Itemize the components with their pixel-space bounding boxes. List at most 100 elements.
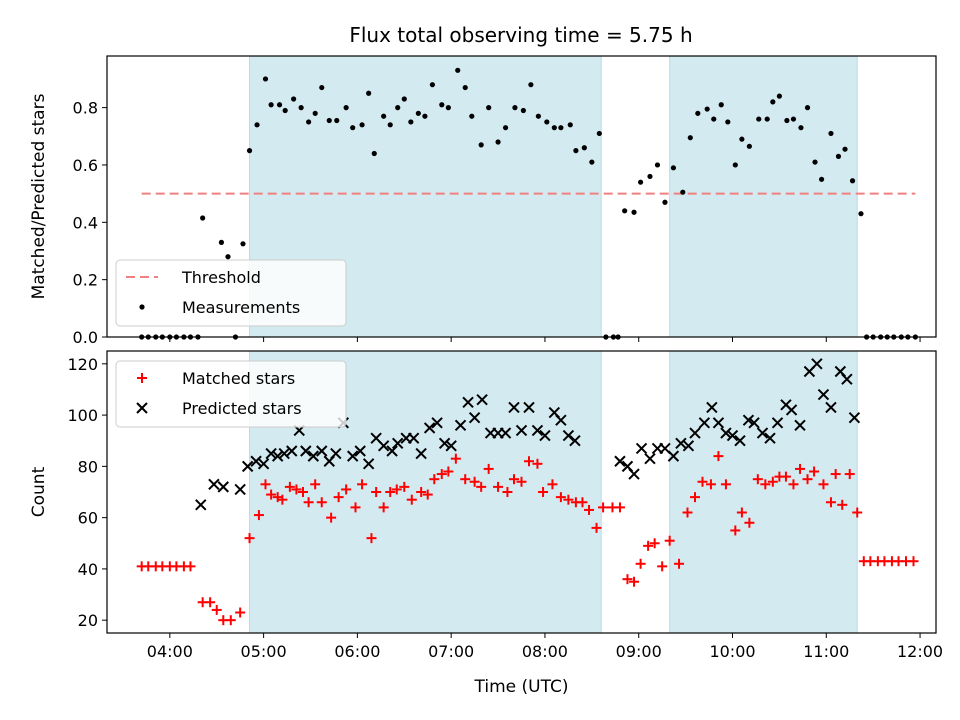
matched-star-point — [341, 484, 352, 495]
matched-star-point — [443, 466, 454, 477]
predicted-star-point — [771, 417, 784, 429]
y-tick-label: 0.2 — [73, 271, 98, 290]
y-tick-label: 0.0 — [73, 328, 98, 347]
measurement-point — [711, 116, 717, 122]
predicted-star-b — [569, 435, 581, 447]
matched-star-point — [584, 504, 595, 515]
measurement-point — [828, 130, 834, 137]
predicted-star-point — [250, 455, 262, 467]
matched-star-point — [635, 558, 646, 569]
predicted-star-point — [508, 401, 520, 414]
matched-star-point — [303, 497, 314, 508]
measurement-point — [240, 241, 246, 247]
matched-star-point — [563, 494, 574, 505]
legend-label: Threshold — [181, 268, 261, 287]
predicted-star-b — [370, 432, 382, 444]
matched-star-point — [705, 479, 716, 490]
predicted-star-b — [265, 447, 277, 460]
measurement-point — [291, 96, 297, 102]
measurement-point — [687, 135, 693, 141]
x-tick-label: 11:00 — [803, 642, 849, 661]
measurement-point — [401, 96, 407, 102]
matched-star-point — [788, 479, 799, 490]
predicted-star-point — [346, 450, 359, 462]
matched-star-point — [297, 487, 308, 497]
matched-star-point — [493, 481, 504, 492]
matched-star-point — [460, 474, 471, 485]
matched-star-point — [844, 469, 855, 480]
measurement-point — [528, 82, 534, 88]
matched-star-point — [614, 502, 625, 513]
y-axis-label: Count — [29, 466, 49, 517]
measurement-point — [455, 67, 461, 73]
matched-star-point — [284, 481, 295, 492]
legend-box — [115, 360, 347, 428]
measurement-point — [835, 153, 842, 159]
measurement-point — [695, 110, 701, 116]
predicted-star-b — [659, 442, 671, 455]
predicted-star-point — [468, 411, 481, 424]
matched-star-point — [532, 458, 543, 469]
measurement-point — [756, 116, 762, 122]
predicted-star-b — [195, 499, 207, 511]
matched-star-point — [422, 489, 433, 500]
matched-star-point — [205, 597, 216, 608]
predicted-star-b — [748, 417, 760, 429]
legend: Threshold Measurements — [115, 259, 347, 327]
x-tick-label: 05:00 — [241, 642, 287, 661]
predicted-star-b — [523, 401, 535, 414]
y-tick-label: 40 — [78, 560, 98, 579]
x-tick-label: 10:00 — [709, 642, 755, 661]
predicted-star-b — [698, 417, 711, 429]
predicted-star-b — [539, 429, 551, 442]
predicted-star-point — [742, 414, 755, 426]
predicted-star-point — [300, 445, 312, 457]
matched-star-point — [720, 479, 731, 490]
measurement-point — [784, 117, 790, 124]
predicted-star-b — [841, 373, 853, 385]
measurement-point — [535, 113, 541, 119]
matched-star-point — [689, 492, 700, 503]
measurement-point — [631, 209, 637, 215]
predicted-star-point — [748, 417, 760, 429]
predicted-star-b — [817, 388, 830, 401]
predicted-star-point — [286, 445, 298, 457]
predicted-star-point — [515, 424, 528, 437]
measurement-point — [776, 93, 782, 99]
measurement-point — [246, 148, 253, 154]
measurement-point — [306, 119, 312, 125]
figure-title: Flux total observing time = 5.75 h — [349, 23, 692, 47]
measurement-point — [512, 105, 518, 111]
matched-star-point — [291, 484, 302, 495]
predicted-star-b — [271, 450, 284, 462]
measurement-point — [764, 116, 770, 122]
matched-star-point — [629, 576, 640, 587]
matched-star-point — [516, 476, 527, 487]
measurement-point — [225, 254, 231, 260]
measurement-point — [567, 122, 573, 128]
measurement-point — [276, 102, 283, 108]
measurement-point — [366, 90, 372, 96]
predicted-star-point — [794, 419, 806, 432]
measurement-point — [408, 119, 414, 125]
matched-star-point — [260, 479, 271, 490]
predicted-star-point — [407, 432, 420, 444]
predicted-star-point — [720, 427, 732, 439]
matched-star-point — [547, 479, 558, 490]
predicted-star-b — [562, 429, 575, 442]
predicted-star-b — [548, 406, 561, 419]
matched-star-point — [591, 522, 602, 533]
predicted-star-point — [635, 442, 648, 455]
predicted-star-point — [316, 445, 328, 457]
matched-star-point — [713, 451, 724, 462]
measurement-point — [200, 215, 206, 221]
predicted-star-point — [377, 440, 390, 452]
predicted-star-point — [438, 437, 451, 449]
predicted-star-b — [682, 440, 695, 452]
predicted-star-point — [454, 419, 467, 432]
measurement-point — [622, 208, 628, 214]
predicted-star-point — [726, 429, 739, 442]
predicted-star-b — [531, 424, 544, 437]
predicted-star-point — [241, 460, 254, 473]
predicted-star-point — [354, 445, 366, 457]
